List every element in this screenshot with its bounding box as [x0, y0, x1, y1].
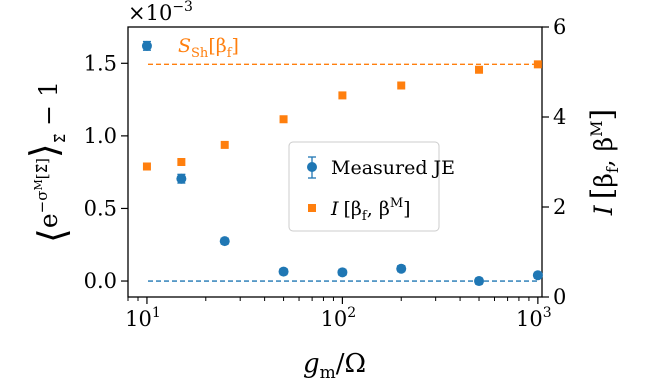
i-beta-point: [533, 60, 542, 69]
i-beta-point: [338, 91, 347, 100]
measured-je-point: [396, 263, 407, 274]
reference-lines: [148, 63, 540, 282]
svg-text:I[βf, βM]: I[βf, βM]: [585, 109, 622, 216]
y-left-tick-label: 1.0: [84, 124, 117, 148]
x-axis-label: gm/Ω: [303, 349, 366, 383]
measured-je-point: [532, 270, 543, 281]
i-beta-point: [475, 65, 484, 74]
i-beta-point: [177, 158, 186, 166]
x-tick-label: 102: [321, 305, 357, 331]
y-left-offset-text: ×10−3: [128, 0, 193, 25]
y-left-tick-label: 0.0: [84, 269, 117, 293]
y-left-tick-label: 0.5: [84, 196, 117, 220]
legend-marker-measured-je: [307, 156, 317, 179]
x-tick-label: 103: [516, 305, 552, 331]
y-right-tick-label: 4: [553, 105, 566, 129]
measured-je-point: [176, 173, 187, 184]
measured-je-point: [474, 276, 485, 287]
y-right-axis-label: I[βf, βM]: [585, 109, 622, 216]
y-left-axis-label: ⟨e−σM[Σ⃗]⟩Σ⃗ − 1: [22, 81, 74, 243]
ssh-annotation: SSh[βf]: [178, 35, 239, 61]
legend-label-measured-je: Measured JE: [331, 157, 455, 179]
i-beta-point: [220, 140, 229, 149]
legend-marker-i-beta: [308, 204, 316, 212]
legend-label-i-beta: I [βf, βM]: [330, 196, 411, 224]
legend: Measured JE I [βf, βM]: [288, 141, 455, 232]
i-beta-point: [397, 81, 406, 90]
x-tick-label: 101: [125, 305, 161, 331]
legend-box: [288, 141, 440, 232]
y-right-tick-label: 2: [553, 195, 566, 219]
y-left-tick-label: 1.5: [84, 51, 117, 75]
y-right-tick-label: 0: [553, 285, 566, 309]
data-marks: [141, 40, 543, 287]
i-beta-point: [279, 115, 288, 124]
measured-je-point: [278, 266, 289, 277]
measured-je-point: [141, 40, 152, 51]
ticks-layer: 101 102 103 0.0 0.5 1.0 1.5 0 2 4 6: [84, 15, 567, 331]
i-beta-point: [142, 162, 151, 171]
svg-text:⟨e−σM[Σ⃗]⟩Σ⃗ − 1: ⟨e−σM[Σ⃗]⟩Σ⃗ − 1: [22, 81, 74, 243]
plot-frame: [127, 26, 543, 298]
measured-je-point: [219, 236, 230, 247]
y-right-tick-label: 6: [553, 15, 566, 39]
measured-je-point: [337, 267, 348, 278]
